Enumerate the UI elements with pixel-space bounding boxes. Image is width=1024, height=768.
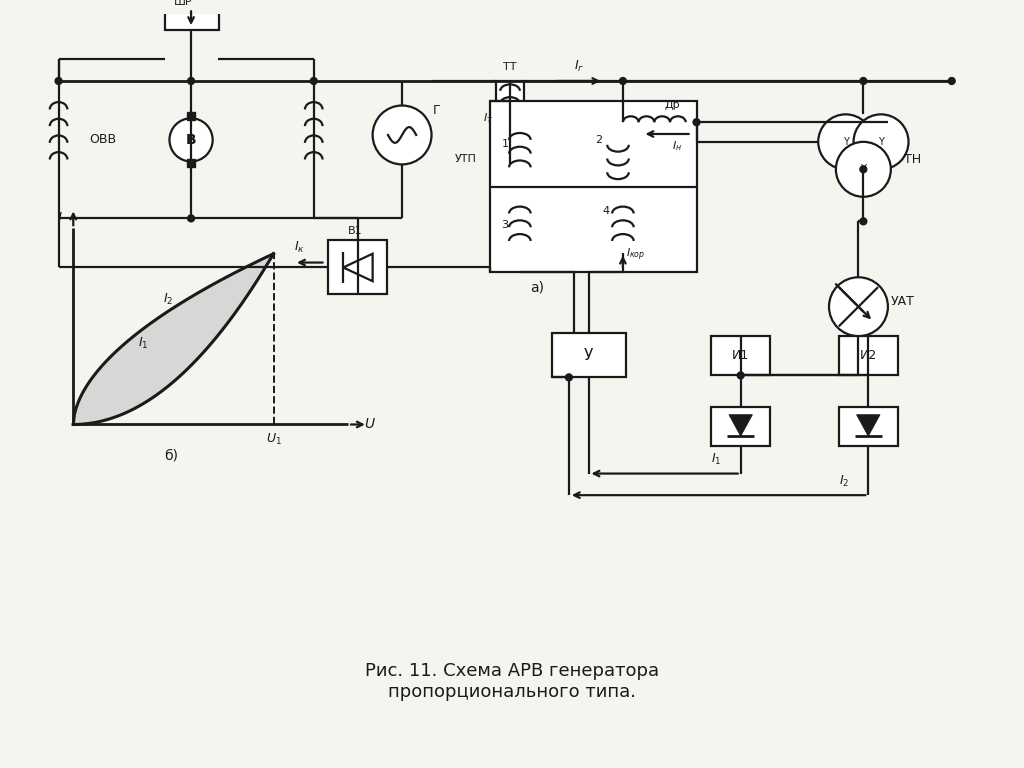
Bar — [712, 336, 770, 376]
Text: $I_{г}$: $I_{г}$ — [573, 58, 584, 74]
Bar — [552, 333, 626, 377]
Bar — [839, 336, 898, 376]
Text: $I_{1}$: $I_{1}$ — [711, 452, 721, 468]
Circle shape — [310, 78, 317, 84]
Circle shape — [187, 78, 195, 84]
Text: $U_{1}$: $U_{1}$ — [265, 432, 282, 447]
Bar — [165, 10, 218, 30]
Circle shape — [693, 119, 700, 126]
Circle shape — [860, 218, 866, 225]
Text: И1: И1 — [732, 349, 750, 362]
Text: ОВВ: ОВВ — [89, 134, 117, 147]
Text: 2: 2 — [595, 135, 602, 145]
Bar — [187, 112, 195, 121]
Circle shape — [829, 277, 888, 336]
Text: б): б) — [165, 449, 178, 463]
Text: $I_{т}$: $I_{т}$ — [483, 111, 494, 125]
Bar — [329, 240, 387, 294]
Text: Рис. 11. Схема АРВ генератора
пропорционального типа.: Рис. 11. Схема АРВ генератора пропорцион… — [365, 662, 659, 701]
Text: 3: 3 — [502, 220, 509, 230]
Text: УТП: УТП — [455, 154, 477, 164]
Text: $I_{к}$: $I_{к}$ — [294, 240, 304, 256]
Bar — [712, 407, 770, 446]
Bar — [839, 407, 898, 446]
Text: УАТ: УАТ — [891, 296, 914, 308]
Text: Y: Y — [860, 164, 866, 174]
Circle shape — [187, 215, 195, 222]
Text: Y: Y — [843, 137, 849, 147]
Circle shape — [373, 105, 431, 164]
Text: ШР: ШР — [174, 0, 193, 8]
Text: Y: Y — [879, 137, 884, 147]
Text: ТН: ТН — [904, 153, 921, 166]
Text: В1: В1 — [348, 226, 362, 236]
Text: $I_{2}$: $I_{2}$ — [164, 293, 174, 307]
Circle shape — [860, 78, 866, 84]
Circle shape — [55, 78, 62, 84]
Circle shape — [836, 142, 891, 197]
Polygon shape — [729, 415, 753, 436]
Text: 4: 4 — [603, 206, 609, 216]
Text: Г: Г — [432, 104, 440, 117]
Circle shape — [948, 78, 955, 84]
Text: $I$: $I$ — [56, 211, 62, 225]
Circle shape — [565, 374, 572, 381]
Text: В: В — [185, 133, 197, 147]
Circle shape — [854, 114, 908, 169]
Circle shape — [818, 114, 873, 169]
Circle shape — [860, 166, 866, 173]
Text: ТТ: ТТ — [503, 62, 517, 72]
Text: $I_{н}$: $I_{н}$ — [672, 139, 682, 153]
Text: Др: Др — [665, 100, 680, 110]
Circle shape — [169, 118, 213, 161]
Bar — [497, 81, 524, 160]
Circle shape — [620, 78, 627, 84]
Text: $U$: $U$ — [364, 418, 376, 432]
Text: $I_{1}$: $I_{1}$ — [138, 336, 148, 350]
Bar — [490, 101, 696, 273]
Text: 1: 1 — [502, 139, 509, 149]
Text: а): а) — [530, 280, 545, 294]
Text: И2: И2 — [859, 349, 877, 362]
Text: У: У — [584, 348, 593, 363]
Text: $I_{кор}$: $I_{кор}$ — [626, 247, 645, 263]
Text: $I_{2}$: $I_{2}$ — [839, 474, 849, 489]
Bar — [187, 160, 195, 167]
Polygon shape — [856, 415, 880, 436]
Circle shape — [737, 372, 744, 379]
